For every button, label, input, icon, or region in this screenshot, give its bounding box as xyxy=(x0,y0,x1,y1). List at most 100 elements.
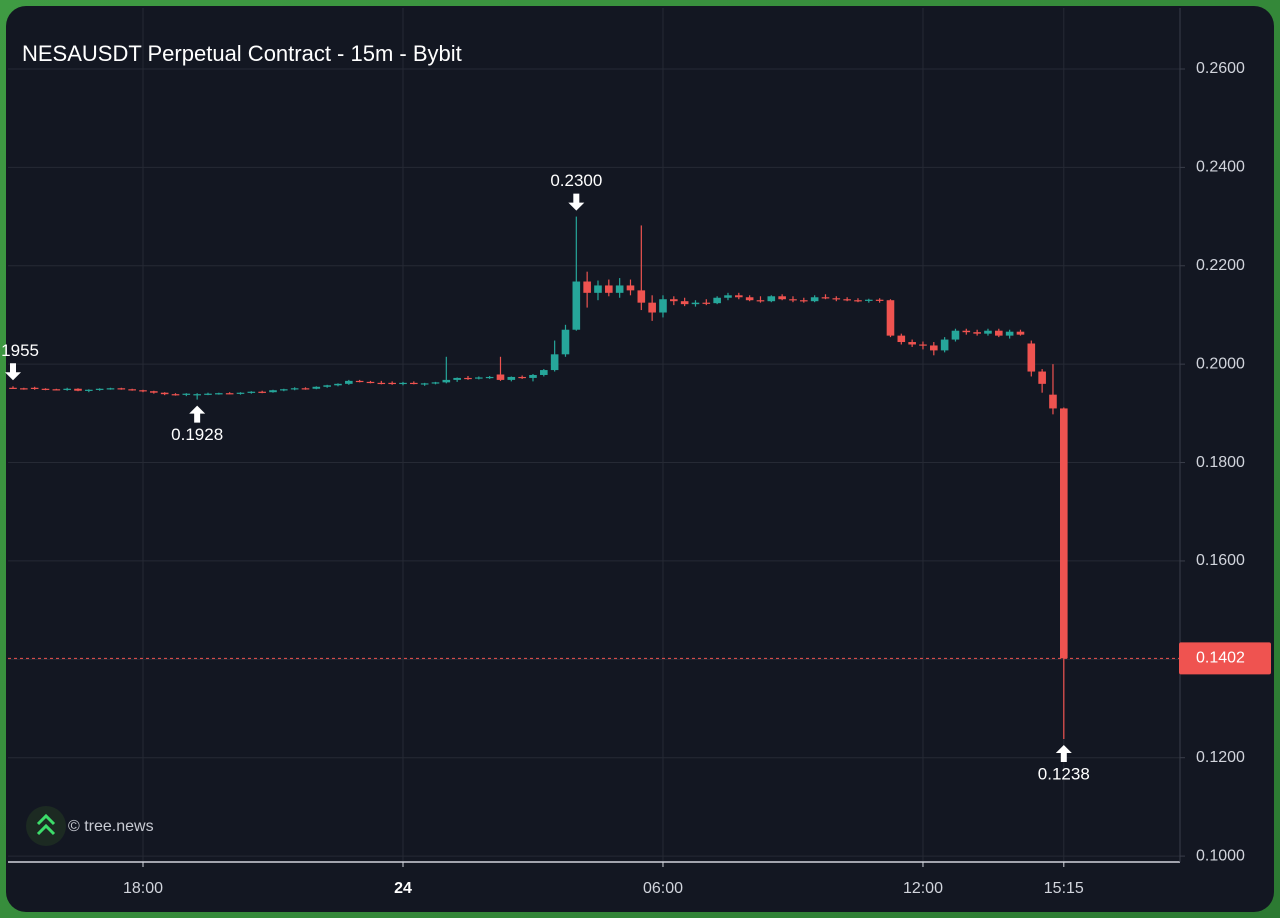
candle-body xyxy=(215,393,223,395)
candle-body xyxy=(583,281,591,293)
candle-body xyxy=(1027,343,1036,372)
candle-body xyxy=(778,296,786,300)
candle-body xyxy=(810,297,819,302)
y-tick-label: 0.2400 xyxy=(1196,159,1245,176)
x-tick-label: 12:00 xyxy=(903,880,943,897)
candle-body xyxy=(193,394,201,396)
candle-body xyxy=(410,382,418,385)
candle-body xyxy=(41,388,50,390)
annotation-arrow xyxy=(568,193,585,211)
x-tick-label: 15:15 xyxy=(1044,880,1084,897)
candle-body xyxy=(388,382,396,385)
candle-body xyxy=(496,374,505,380)
candle-body xyxy=(724,295,732,298)
candle-body xyxy=(485,376,494,379)
candle-body xyxy=(247,391,256,393)
candle-body xyxy=(529,374,537,378)
candle-body xyxy=(1049,394,1057,409)
candle-body xyxy=(204,393,212,395)
candle-body xyxy=(507,376,516,380)
candle-body xyxy=(106,388,115,390)
candle-body xyxy=(128,389,136,391)
candle-body xyxy=(290,388,299,390)
candle-body xyxy=(691,302,700,305)
annotation-label: 0.1955 xyxy=(0,341,39,360)
candle-body xyxy=(225,393,234,395)
x-tick-label: 06:00 xyxy=(643,880,683,897)
candle-body xyxy=(258,391,266,393)
candle-body xyxy=(615,285,624,293)
candle-body xyxy=(865,299,873,301)
candle-body xyxy=(20,388,28,390)
candle-body xyxy=(518,376,526,379)
candle-body xyxy=(832,298,841,300)
candle-body xyxy=(919,344,927,346)
grid xyxy=(8,8,1180,862)
chart-title: NESAUSDT Perpetual Contract - 15m - Bybi… xyxy=(22,41,462,66)
candle-body xyxy=(171,394,180,396)
candle-body xyxy=(117,388,126,390)
candle-body xyxy=(30,387,39,389)
candle-body xyxy=(139,390,147,392)
candle-body xyxy=(550,354,559,371)
candle-body xyxy=(420,383,429,385)
candle-body xyxy=(843,299,851,301)
candle-body xyxy=(464,377,472,380)
candle-body xyxy=(821,297,830,299)
candle-body xyxy=(789,299,797,301)
annotation-label: 0.1928 xyxy=(171,425,223,444)
candle-body xyxy=(160,392,169,395)
watermark-text: © tree.news xyxy=(68,818,154,835)
candle-body xyxy=(9,387,17,389)
candle-body xyxy=(995,330,1003,336)
candle-body xyxy=(323,385,331,387)
candle-body xyxy=(312,386,321,389)
candle-body xyxy=(95,388,104,390)
annotation-label: 0.1238 xyxy=(1038,765,1090,784)
candle-body xyxy=(1016,331,1025,335)
candle-body xyxy=(85,389,93,391)
candle-body xyxy=(150,391,158,393)
last-price-label: 0.1402 xyxy=(1196,650,1245,667)
candle-body xyxy=(756,300,765,302)
candle-body xyxy=(648,302,656,313)
candle-body xyxy=(962,330,971,333)
candle-body xyxy=(973,332,981,334)
candle-body xyxy=(670,299,678,302)
candle-body xyxy=(594,285,602,293)
candle-body xyxy=(767,296,776,302)
candle-body xyxy=(702,302,711,304)
candle-body xyxy=(1038,371,1046,384)
candle-body xyxy=(377,382,386,385)
candle-body xyxy=(182,393,191,395)
y-tick-label: 0.1800 xyxy=(1196,454,1245,471)
candle-body xyxy=(355,380,364,383)
candle-body xyxy=(659,299,667,313)
y-tick-label: 0.1600 xyxy=(1196,552,1245,569)
candle-body xyxy=(735,295,743,298)
candle-body xyxy=(1060,408,1068,659)
candle-body xyxy=(713,297,721,304)
candle-body xyxy=(561,329,570,355)
candle-body xyxy=(74,388,82,391)
candle-body xyxy=(334,383,342,386)
candle-body xyxy=(605,285,613,293)
annotation-arrow xyxy=(5,363,21,381)
candle-body xyxy=(800,300,808,302)
candle-body xyxy=(475,377,483,379)
watermark: © tree.news xyxy=(26,806,154,846)
candle-body xyxy=(680,301,689,305)
y-tick-label: 0.2600 xyxy=(1196,60,1245,77)
plot-area xyxy=(9,216,1068,740)
candle-body xyxy=(572,281,581,330)
watermark-icon-arrows xyxy=(36,813,56,836)
annotation-label: 0.2300 xyxy=(550,171,602,190)
candle-body xyxy=(301,388,310,390)
candle-body xyxy=(940,339,949,351)
y-tick-label: 0.2000 xyxy=(1196,355,1245,372)
candle-body xyxy=(984,330,992,334)
candle-body xyxy=(442,379,451,383)
candle-body xyxy=(453,377,461,380)
y-tick-label: 0.1000 xyxy=(1196,847,1245,864)
